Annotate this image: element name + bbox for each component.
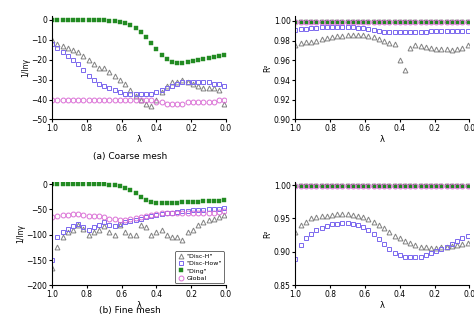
Legend: "Disc-H", "Disc-How", "Ding", Global: "Disc-H", "Disc-How", "Ding", Global — [175, 251, 224, 283]
Y-axis label: R²: R² — [263, 229, 272, 238]
Y-axis label: R²: R² — [263, 63, 272, 72]
Text: (b) Fine mesh: (b) Fine mesh — [100, 306, 161, 315]
Y-axis label: 1/lnγ: 1/lnγ — [21, 58, 30, 77]
X-axis label: λ: λ — [380, 301, 385, 309]
Text: (a) Coarse mesh: (a) Coarse mesh — [93, 152, 167, 161]
X-axis label: λ: λ — [137, 135, 142, 144]
X-axis label: λ: λ — [137, 301, 142, 309]
Y-axis label: 1/lnγ: 1/lnγ — [16, 224, 25, 243]
X-axis label: λ: λ — [380, 135, 385, 144]
